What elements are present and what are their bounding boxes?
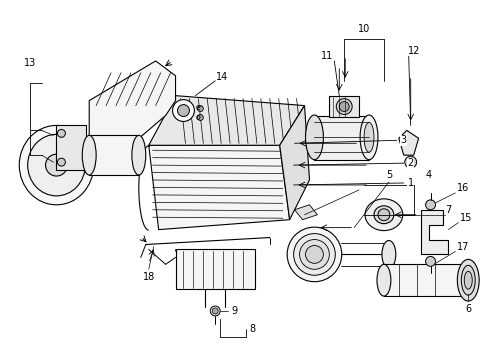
Ellipse shape	[381, 240, 395, 268]
Text: 18: 18	[142, 272, 155, 282]
Polygon shape	[89, 61, 175, 148]
Ellipse shape	[365, 199, 402, 231]
Ellipse shape	[286, 227, 341, 282]
Text: 6: 6	[464, 304, 470, 314]
Ellipse shape	[456, 260, 478, 301]
Ellipse shape	[172, 100, 194, 121]
Ellipse shape	[132, 135, 145, 175]
Polygon shape	[420, 210, 447, 255]
Text: 13: 13	[23, 58, 36, 68]
Ellipse shape	[210, 306, 220, 316]
Text: 2: 2	[407, 158, 413, 168]
Text: 16: 16	[456, 183, 468, 193]
Ellipse shape	[460, 265, 474, 295]
Ellipse shape	[82, 135, 96, 175]
Bar	[328, 96, 358, 117]
Text: 3: 3	[400, 135, 406, 145]
Text: 7: 7	[445, 205, 450, 215]
Circle shape	[425, 256, 435, 266]
Polygon shape	[294, 205, 317, 220]
Ellipse shape	[359, 115, 377, 159]
Text: 4: 4	[425, 170, 431, 180]
Bar	[56, 125, 86, 170]
Ellipse shape	[28, 134, 85, 196]
Bar	[89, 135, 139, 175]
Text: e·: e·	[196, 103, 203, 112]
Ellipse shape	[19, 125, 94, 205]
Ellipse shape	[299, 239, 328, 269]
Circle shape	[339, 102, 348, 112]
Polygon shape	[279, 105, 309, 220]
Bar	[383, 264, 468, 296]
Circle shape	[197, 105, 203, 112]
Text: 10: 10	[357, 24, 369, 34]
Ellipse shape	[364, 122, 373, 152]
Text: 14: 14	[216, 72, 228, 82]
Text: 8: 8	[249, 324, 256, 334]
Polygon shape	[148, 145, 289, 230]
Polygon shape	[314, 116, 368, 160]
Text: 5: 5	[385, 170, 391, 180]
Polygon shape	[148, 96, 304, 145]
Text: 11: 11	[321, 51, 333, 61]
Circle shape	[177, 105, 189, 117]
Ellipse shape	[293, 234, 335, 275]
Ellipse shape	[376, 264, 390, 296]
Text: 15: 15	[459, 213, 471, 223]
Text: o·: o·	[196, 113, 203, 122]
Ellipse shape	[305, 115, 323, 159]
Text: 9: 9	[230, 306, 237, 316]
Circle shape	[197, 114, 203, 121]
Circle shape	[404, 156, 416, 168]
Ellipse shape	[305, 246, 323, 264]
Circle shape	[57, 158, 65, 166]
Ellipse shape	[373, 206, 393, 224]
Polygon shape	[398, 130, 418, 155]
Text: 1: 1	[407, 178, 413, 188]
Circle shape	[57, 129, 65, 137]
Circle shape	[377, 209, 389, 221]
Polygon shape	[175, 249, 254, 289]
Circle shape	[212, 308, 218, 314]
Ellipse shape	[336, 99, 351, 114]
Text: 17: 17	[456, 243, 468, 252]
Ellipse shape	[45, 154, 67, 176]
Ellipse shape	[463, 271, 471, 289]
Circle shape	[425, 200, 435, 210]
Text: 12: 12	[407, 46, 419, 56]
